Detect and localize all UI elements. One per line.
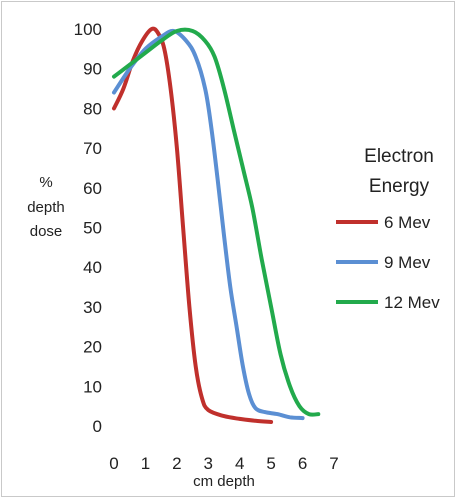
legend-label-9-mev: 9 Mev — [384, 253, 431, 272]
x-axis-ticks: 0 1 2 3 4 5 6 7 — [109, 454, 338, 473]
legend-title-line-2: Energy — [369, 176, 430, 197]
x-tick-label: 0 — [109, 454, 118, 473]
x-axis-title: cm depth — [193, 473, 255, 490]
legend-label-12-mev: 12 Mev — [384, 293, 440, 312]
y-tick-label: 20 — [83, 338, 102, 357]
y-axis-title: % depth dose — [27, 174, 65, 240]
x-tick-label: 3 — [204, 454, 213, 473]
y-tick-label: 30 — [83, 298, 102, 317]
y-tick-label: 50 — [83, 219, 102, 238]
series-line-12-mev — [112, 27, 321, 417]
y-axis-title-line-2: depth — [27, 199, 65, 216]
y-tick-label: 0 — [93, 417, 102, 436]
legend-items: 6 Mev 9 Mev 12 Mev — [336, 213, 440, 312]
x-tick-label: 2 — [172, 454, 181, 473]
y-tick-label: 40 — [83, 258, 102, 277]
legend-title-line-1: Electron — [364, 146, 434, 167]
y-tick-label: 90 — [83, 60, 102, 79]
series-lines — [112, 26, 321, 424]
y-tick-label: 10 — [83, 377, 102, 396]
series-line-9-mev — [112, 28, 305, 421]
y-tick-label: 70 — [83, 139, 102, 158]
x-tick-label: 7 — [329, 454, 338, 473]
series-line-6-mev — [112, 26, 274, 424]
y-axis-title-line-3: dose — [30, 223, 63, 240]
x-tick-label: 4 — [235, 454, 244, 473]
x-tick-label: 6 — [298, 454, 307, 473]
y-tick-label: 80 — [83, 99, 102, 118]
legend: Electron Energy 6 Mev 9 Mev 12 Mev — [336, 146, 440, 312]
x-tick-label: 1 — [141, 454, 150, 473]
legend-label-6-mev: 6 Mev — [384, 213, 431, 232]
y-axis-title-line-1: % — [39, 174, 52, 191]
y-axis-ticks: 0 10 20 30 40 50 60 70 80 90 100 — [74, 20, 102, 436]
y-tick-label: 100 — [74, 20, 102, 39]
y-tick-label: 60 — [83, 179, 102, 198]
x-tick-label: 5 — [266, 454, 275, 473]
